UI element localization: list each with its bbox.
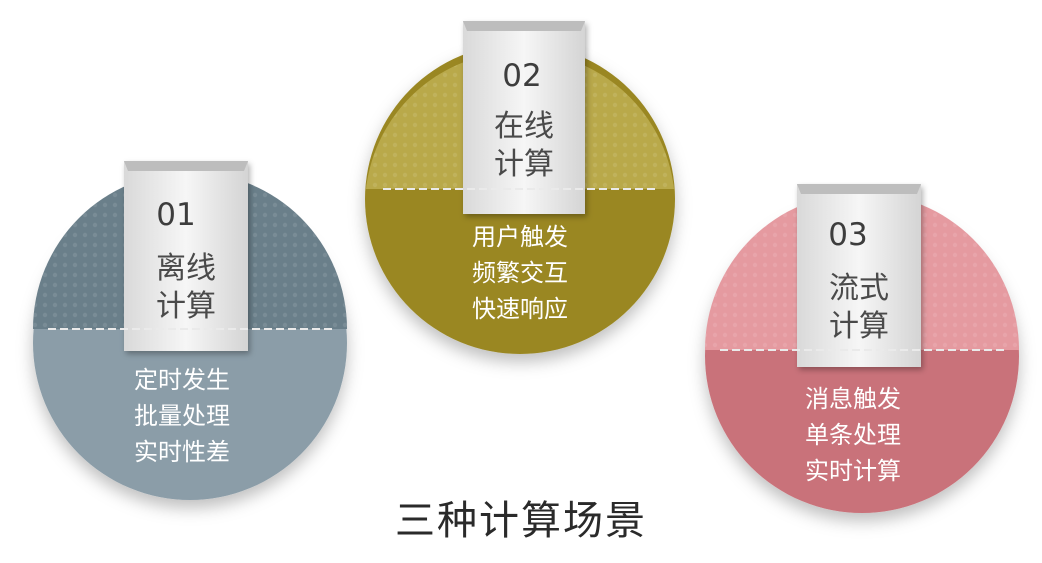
card-02-desc-3: 快速响应: [420, 291, 620, 327]
card-01-desc-1: 定时发生: [82, 362, 282, 398]
page-title: 三种计算场景: [321, 488, 721, 546]
card-03-desc-2: 单条处理: [753, 417, 953, 453]
card-02-title-line1: 在线: [424, 108, 624, 146]
card-02-title-line2: 计算: [424, 146, 624, 184]
card-01-title-line2: 计算: [86, 288, 286, 326]
card-01-desc-3: 实时性差: [82, 434, 282, 470]
card-03-number: 03: [748, 217, 948, 253]
card-03-desc-1: 消息触发: [753, 381, 953, 417]
card-03-title-line1: 流式: [759, 270, 959, 308]
card-01-title-line1: 离线: [86, 250, 286, 288]
card-02-desc-2: 频繁交互: [420, 255, 620, 291]
card-01-desc-2: 批量处理: [82, 398, 282, 434]
card-03-title-line2: 计算: [759, 308, 959, 346]
card-01-number: 01: [76, 197, 276, 233]
card-02-number: 02: [422, 58, 622, 94]
card-03-desc-3: 实时计算: [753, 453, 953, 489]
card-02-desc-1: 用户触发: [420, 219, 620, 255]
